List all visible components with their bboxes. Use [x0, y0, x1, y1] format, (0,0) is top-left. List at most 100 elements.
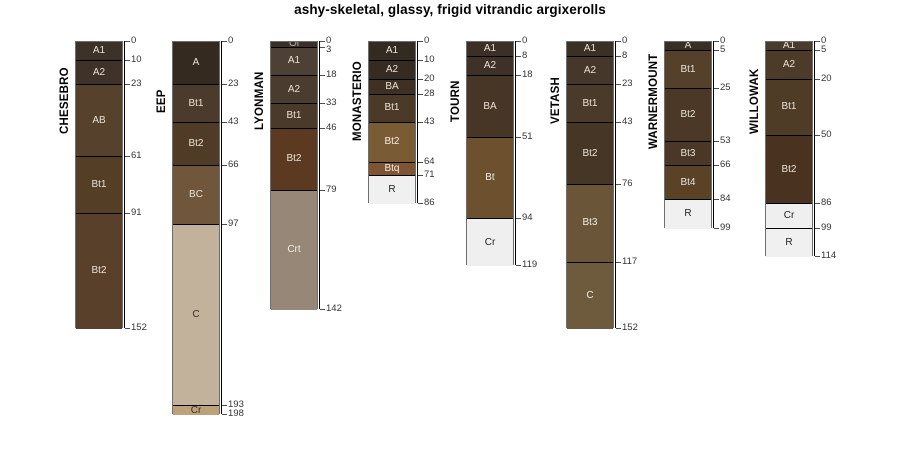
horizon-label: Bt1	[781, 101, 797, 113]
horizon-a1: A1	[76, 42, 122, 61]
axis-tick-label: 10	[131, 53, 142, 65]
axis-tick	[320, 103, 325, 105]
axis-tick	[125, 155, 130, 157]
horizon-label: BA	[385, 80, 399, 92]
horizon-label: Cr	[783, 209, 795, 221]
axis-tick	[714, 165, 719, 167]
horizon-label: Bt4	[680, 176, 696, 188]
axis-tick	[616, 327, 621, 329]
horizon-bt2: Bt2	[76, 213, 122, 329]
axis-tick-label: 152	[131, 321, 147, 333]
axis-tick	[516, 137, 521, 139]
axis-tick-label: 33	[326, 97, 337, 109]
axis-tick-label: 0	[522, 35, 528, 46]
axis-tick-label: 43	[424, 116, 435, 128]
axis-tick-label: 97	[228, 217, 239, 229]
profile-site-label: LYONMAN	[254, 71, 266, 131]
horizon-label: A2	[583, 64, 597, 76]
axis-tick	[222, 223, 227, 225]
horizon-a1: A1	[567, 42, 613, 58]
horizon-label: BC	[189, 189, 203, 201]
axis-tick	[714, 140, 719, 142]
horizon-ab: AB	[76, 85, 122, 157]
horizon-label: Bt2	[781, 163, 797, 175]
axis-tick	[516, 41, 521, 42]
profile-column: A1 A2 Bt1 Bt2 Bt3 C	[566, 41, 614, 329]
horizon-label: Crt	[287, 244, 301, 256]
horizon-bt2: Bt2	[766, 136, 812, 205]
horizon-label: A1	[287, 55, 301, 67]
axis-tick-label: 79	[326, 183, 337, 195]
depth-axis	[713, 41, 714, 228]
axis-tick-label: 0	[131, 35, 137, 46]
horizon-label: A1	[92, 44, 106, 56]
axis-tick	[714, 88, 719, 90]
horizon-label: BA	[483, 100, 497, 112]
horizon-btq: Btq	[369, 162, 415, 176]
horizon-bt2: Bt2	[173, 123, 219, 167]
depth-axis	[814, 41, 815, 256]
axis-tick	[616, 261, 621, 263]
horizon-label: A1	[385, 44, 399, 56]
horizon-a1: A1	[766, 42, 812, 52]
axis-tick	[320, 74, 325, 76]
horizon-a: A	[665, 42, 711, 52]
horizon-bt1: Bt1	[567, 85, 613, 124]
horizon-a2: A2	[467, 57, 513, 76]
axis-tick	[815, 255, 820, 257]
horizon-label: A2	[782, 59, 796, 71]
axis-tick	[516, 218, 521, 220]
axis-tick	[125, 84, 130, 86]
horizon-label: A1	[483, 43, 497, 55]
axis-tick	[516, 265, 521, 267]
horizon-r: R	[766, 228, 812, 257]
horizon-bt1: Bt1	[76, 156, 122, 214]
horizon-a2: A2	[766, 51, 812, 80]
profile-column: A1 A2 Bt1 Bt2 Cr R	[765, 41, 813, 257]
depth-axis	[319, 41, 320, 309]
axis-tick	[418, 59, 423, 61]
axis-tick-label: 18	[326, 68, 337, 80]
axis-tick-label: 94	[522, 212, 533, 224]
profile-column: A Bt1 Bt2 Bt3 Bt4 R	[664, 41, 712, 229]
horizon-label: C	[586, 289, 594, 301]
profile-site-label: EEP	[156, 89, 168, 113]
horizon-a: A	[173, 42, 219, 86]
axis-tick-label: 86	[424, 197, 435, 209]
horizon-label: Bt2	[188, 138, 204, 150]
horizon-label: A1	[782, 42, 796, 52]
horizon-label: Bt2	[286, 153, 302, 165]
axis-tick	[320, 308, 325, 310]
axis-tick-label: 50	[821, 129, 832, 141]
horizon-c: C	[567, 262, 613, 329]
horizon-bt: Bt	[467, 138, 513, 220]
axis-tick	[418, 41, 423, 42]
horizon-label: C	[192, 308, 200, 320]
horizon-label: Bt2	[384, 136, 400, 148]
horizon-bt1: Bt1	[271, 104, 317, 129]
horizon-label: A2	[483, 60, 497, 71]
axis-tick	[222, 404, 227, 406]
axis-tick	[714, 50, 719, 52]
axis-tick-label: 0	[228, 35, 234, 46]
axis-tick-label: 3	[326, 44, 332, 55]
axis-tick-label: 28	[424, 87, 435, 99]
horizon-bt2: Bt2	[369, 123, 415, 163]
axis-tick-label: 23	[228, 78, 239, 90]
horizon-oi: Oi	[271, 42, 317, 48]
horizon-r: R	[369, 175, 415, 205]
axis-tick-label: 84	[720, 193, 731, 205]
horizon-label: Bt2	[680, 109, 696, 120]
axis-tick-label: 51	[522, 131, 533, 143]
horizon-label: A2	[287, 83, 301, 95]
axis-tick-label: 0	[326, 35, 332, 46]
horizon-bt1: Bt1	[173, 85, 219, 124]
axis-tick-label: 66	[720, 159, 731, 171]
horizon-ba: BA	[369, 79, 415, 95]
horizon-a2: A2	[567, 57, 613, 86]
axis-tick	[815, 50, 820, 52]
axis-tick	[516, 74, 521, 76]
horizon-label: Bt1	[286, 109, 302, 121]
horizon-label: A1	[583, 43, 597, 55]
axis-tick-label: 152	[622, 321, 638, 333]
